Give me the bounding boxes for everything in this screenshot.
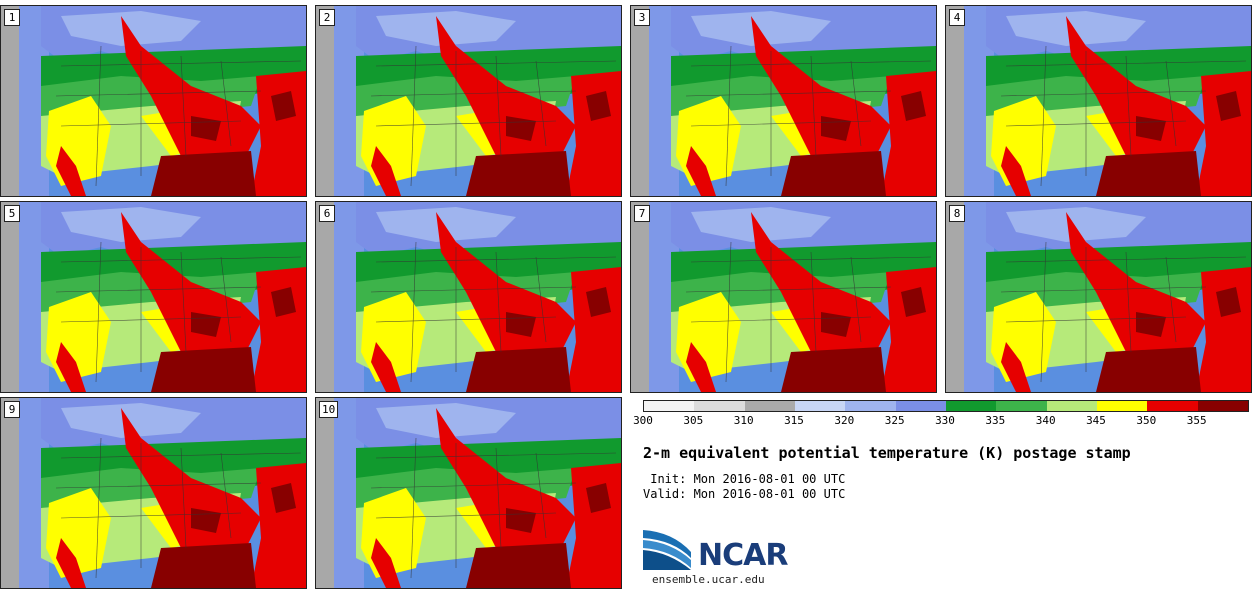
colorbar-swatch <box>1197 401 1248 411</box>
ncar-logo-icon <box>643 530 691 570</box>
colorbar <box>643 400 1249 412</box>
colorbar-swatch <box>845 401 896 411</box>
colorbar-tick-label: 320 <box>834 414 855 427</box>
stamp-panel-2: 2 <box>315 5 622 197</box>
colorbar-tick-label: 350 <box>1136 414 1157 427</box>
init-time: Init: Mon 2016-08-01 00 UTC <box>643 472 846 486</box>
colorbar-tick-label: 305 <box>683 414 704 427</box>
stamp-panel-3: 3 <box>630 5 937 197</box>
stamp-panel-7: 7 <box>630 201 937 393</box>
colorbar-swatch <box>694 401 745 411</box>
colorbar-tick-label: 315 <box>784 414 804 427</box>
colorbar-tick-label: 325 <box>884 414 905 427</box>
panel-number-label: 1 <box>4 9 20 26</box>
colorbar-swatch <box>644 401 695 411</box>
colorbar-tick-label: 340 <box>1035 414 1056 427</box>
colorbar-tick-label: 310 <box>733 414 754 427</box>
colorbar-labels: 300 305 310 315 320 325 330 335 340 345 350 355 <box>633 414 1247 428</box>
stamp-panel-6: 6 <box>315 201 622 393</box>
stamp-panel-5: 5 <box>0 201 307 393</box>
panel-number-label: 3 <box>634 9 650 26</box>
page-title: 2-m equivalent potential temperature (K)… <box>643 444 1131 462</box>
panel-number-label: 8 <box>949 205 965 222</box>
colorbar-swatch <box>1147 401 1198 411</box>
colorbar-tick-label: 300 <box>633 414 653 427</box>
colorbar-tick-label: 330 <box>935 414 955 427</box>
colorbar-tick-label: 355 <box>1186 414 1207 427</box>
colorbar-swatch <box>895 401 946 411</box>
colorbar-swatch <box>1096 401 1148 411</box>
colorbar-swatch <box>744 401 795 411</box>
site-url: ensemble.ucar.edu <box>652 573 765 586</box>
panel-number-label: 5 <box>4 205 20 222</box>
stamp-panel-9: 9 <box>0 397 307 589</box>
colorbar-swatch <box>996 401 1047 411</box>
colorbar-tick-label: 345 <box>1086 414 1106 427</box>
stamp-panel-8: 8 <box>945 201 1252 393</box>
stamp-panel-10: 10 <box>315 397 622 589</box>
panel-number-label: 4 <box>949 9 965 26</box>
colorbar-swatch <box>945 401 997 411</box>
panel-number-label: 7 <box>634 205 650 222</box>
panel-number-label: 9 <box>4 401 20 418</box>
colorbar-tick-label: 335 <box>985 414 1006 427</box>
stamp-panel-4: 4 <box>945 5 1252 197</box>
stamp-panel-1: 1 <box>0 5 307 197</box>
colorbar-swatch <box>1046 401 1097 411</box>
valid-time: Valid: Mon 2016-08-01 00 UTC <box>643 487 846 501</box>
colorbar-swatch <box>794 401 846 411</box>
panel-number-label: 10 <box>319 401 339 418</box>
ncar-logo-text: NCAR <box>698 538 788 573</box>
panel-number-label: 6 <box>319 205 335 222</box>
panel-number-label: 2 <box>319 9 335 26</box>
